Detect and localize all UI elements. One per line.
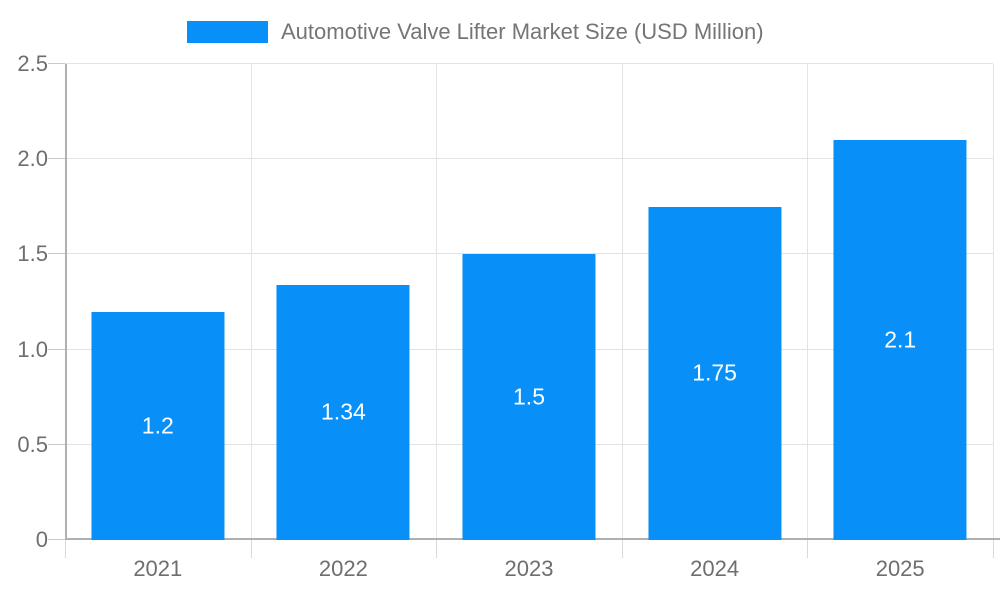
x-axis-label-2021: 2021 xyxy=(133,556,183,581)
x-axis-tick xyxy=(65,540,66,558)
plot-area: 0 0.5 1.0 1.5 2.0 2.5 1.2 2021 1.34 2022 1.5 2023 1.… xyxy=(17,53,1000,581)
x-axis-label-2023: 2023 xyxy=(504,556,554,581)
y-gridline xyxy=(65,158,993,160)
y-axis-tick xyxy=(48,539,65,540)
y-axis-label: 2.0 xyxy=(17,146,48,172)
bar-value-label: 1.5 xyxy=(513,383,545,410)
x-axis-tick xyxy=(436,540,438,558)
bar-2024[interactable]: 1.75 xyxy=(648,206,782,540)
bar-2025[interactable]: 2.1 xyxy=(833,140,967,540)
bar-2023[interactable]: 1.5 xyxy=(462,254,596,540)
y-axis-tick xyxy=(48,348,65,350)
legend-item[interactable]: Automotive Valve Lifter Market Size (USD… xyxy=(187,18,764,46)
bar-value-label: 1.2 xyxy=(141,412,174,439)
y-axis-label: 0.5 xyxy=(17,431,48,457)
y-axis-tick xyxy=(48,63,65,64)
y-axis-label: 1.0 xyxy=(17,336,48,362)
x-axis-label-2024: 2024 xyxy=(690,556,740,581)
x-axis-tick xyxy=(621,540,623,558)
bar-value-label: 1.34 xyxy=(321,398,366,425)
bar-2021[interactable]: 1.2 xyxy=(91,311,225,540)
legend-swatch-icon xyxy=(187,21,268,43)
x-axis-label-2022: 2022 xyxy=(318,556,368,581)
x-axis-tick xyxy=(250,540,252,558)
y-gridline xyxy=(65,253,993,255)
bar-value-label: 1.75 xyxy=(692,359,737,386)
x-gridline xyxy=(993,64,994,540)
y-axis-line xyxy=(65,64,67,540)
y-axis-tick xyxy=(48,158,65,160)
y-axis-label: 2.5 xyxy=(17,51,48,76)
y-gridline xyxy=(65,63,993,64)
x-axis-tick xyxy=(807,540,809,558)
legend-label: Automotive Valve Lifter Market Size (USD… xyxy=(281,19,764,44)
x-gridline xyxy=(621,64,623,540)
bar-2022[interactable]: 1.34 xyxy=(276,284,410,540)
x-axis-tick xyxy=(993,540,994,558)
y-axis-label: 0 xyxy=(35,527,48,552)
x-gridline xyxy=(436,64,438,540)
x-gridline xyxy=(807,64,809,540)
x-axis-label-2025: 2025 xyxy=(875,556,925,581)
y-axis-tick xyxy=(48,443,65,445)
bar-value-label: 2.1 xyxy=(884,326,917,353)
x-gridline xyxy=(250,64,252,540)
y-axis-label: 1.5 xyxy=(17,241,48,267)
y-axis-tick xyxy=(48,253,65,255)
